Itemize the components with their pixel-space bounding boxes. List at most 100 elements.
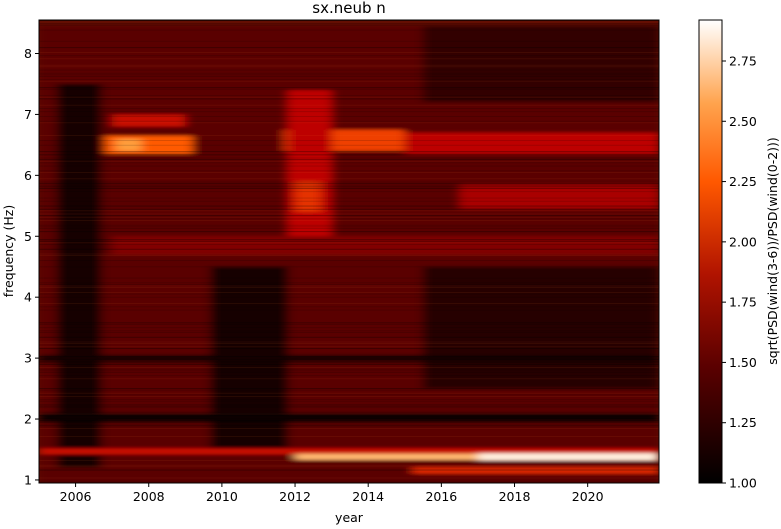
heatmap-cell (423, 266, 659, 389)
chart-title: sx.neub n (312, 0, 386, 17)
heatmap-stripe (39, 266, 659, 268)
y-tick-label: 2 (24, 412, 32, 427)
heatmap-stripe (39, 58, 659, 60)
heatmap-stripe (39, 208, 659, 210)
heatmap-stripe (39, 226, 659, 228)
heatmap-stripe (39, 464, 659, 466)
heatmap-stripe (39, 108, 659, 109)
y-tick-label: 6 (24, 168, 32, 183)
heatmap-stripe (39, 404, 659, 405)
heatmap-stripe (39, 98, 659, 100)
x-tick-label: 2006 (60, 489, 92, 504)
heatmap-cell (112, 236, 659, 255)
heatmap-cell (287, 90, 332, 249)
heatmap-stripe (39, 477, 659, 479)
heatmap-stripe (39, 296, 659, 298)
heatmap-stripe (39, 224, 659, 226)
heatmap-stripe (39, 370, 659, 372)
heatmap-stripe (39, 160, 659, 162)
heatmap-cell (115, 138, 142, 151)
y-tick-label: 1 (24, 472, 32, 487)
heatmap-stripe (39, 293, 659, 295)
heatmap-stripe (39, 183, 659, 185)
heatmap-stripe (39, 120, 659, 122)
x-tick-label: 2010 (206, 489, 238, 504)
heatmap-stripe (39, 309, 659, 311)
heatmap-stripe (39, 466, 659, 468)
heatmap-stripe (39, 178, 659, 180)
heatmap-stripe (39, 362, 659, 364)
colorbar-tick-label: 2.00 (729, 234, 757, 249)
heatmap-stripe (39, 181, 659, 183)
heatmap-cell (423, 26, 659, 103)
heatmap-stripe (39, 47, 659, 49)
heatmap-stripe (39, 364, 659, 365)
heatmap-stripe (39, 367, 659, 368)
heatmap-stripe (39, 205, 659, 207)
y-tick-label: 8 (24, 46, 32, 61)
heatmap-cell (39, 448, 659, 455)
colorbar-gradient (698, 19, 723, 484)
colorbar-tick-label: 2.75 (729, 53, 757, 68)
x-axis: 2006 2008 2010 2012 2014 2016 2018 2020 (60, 483, 604, 504)
heatmap-stripe (39, 389, 659, 391)
heatmap-stripe (39, 140, 659, 141)
heatmap-stripe (39, 292, 659, 293)
heatmap-stripe (39, 341, 659, 343)
heatmap-stripe (39, 122, 659, 124)
heatmap-stripe (39, 284, 659, 285)
heatmap-stripe (39, 197, 659, 199)
heatmap-stripe (39, 76, 659, 77)
heatmap-stripe (39, 287, 659, 288)
heatmap-stripe (39, 74, 659, 76)
heatmap-stripe (39, 154, 659, 156)
heatmap-stripe (39, 215, 659, 217)
colorbar-ticks: 1.00 1.25 1.50 1.75 2.00 2.25 2.50 2.75 (722, 53, 757, 491)
heatmap-stripe (39, 218, 659, 220)
heatmap-stripe (39, 348, 659, 349)
heatmap-stripe (39, 64, 659, 66)
heatmap-cell (404, 132, 659, 155)
x-tick-label: 2016 (425, 489, 457, 504)
x-tick-label: 2020 (572, 489, 604, 504)
heatmap-stripe (39, 285, 659, 287)
heatmap-stripe (39, 418, 659, 420)
heatmap-stripe (39, 165, 659, 167)
heatmap-stripe (39, 330, 659, 332)
heatmap-stripe (39, 21, 659, 23)
x-tick-label: 2008 (133, 489, 165, 504)
heatmap-stripe (39, 388, 659, 389)
heatmap-cell (477, 453, 659, 461)
heatmap-stripe (39, 480, 659, 482)
heatmap-stripe (39, 220, 659, 221)
heatmap-stripe (39, 360, 659, 362)
heatmap-cell (39, 412, 659, 423)
heatmap-stripe (39, 79, 659, 81)
heatmap-stripe (39, 396, 659, 397)
colorbar-label: sqrt(PSD(wind(3-6))/PSD(wind(0-2))) (765, 137, 780, 365)
heatmap-cells (39, 26, 659, 483)
heatmap-stripe (39, 368, 659, 370)
y-tick-label: 7 (24, 107, 32, 122)
heatmap-stripe (39, 191, 659, 193)
heatmap-cell (57, 83, 102, 468)
heatmap-stripe (39, 469, 659, 471)
heatmap-stripe (39, 213, 659, 215)
colorbar-tick-label: 1.50 (729, 355, 757, 370)
heatmap-cell (459, 184, 659, 209)
heatmap-stripe (39, 29, 659, 31)
heatmap-stripe (39, 405, 659, 407)
x-tick-label: 2014 (352, 489, 384, 504)
heatmap-stripe (39, 200, 659, 202)
heatmap-stripe (39, 332, 659, 333)
plot-frame (38, 19, 660, 484)
heatmap-stripe (39, 400, 659, 402)
heatmap-stripe (39, 327, 659, 329)
heatmap-stripe (39, 322, 659, 324)
heatmap-stripe (39, 144, 659, 146)
y-tick-label: 3 (24, 351, 32, 366)
heatmap-stripe (39, 359, 659, 361)
heatmap-stripe (39, 255, 659, 256)
